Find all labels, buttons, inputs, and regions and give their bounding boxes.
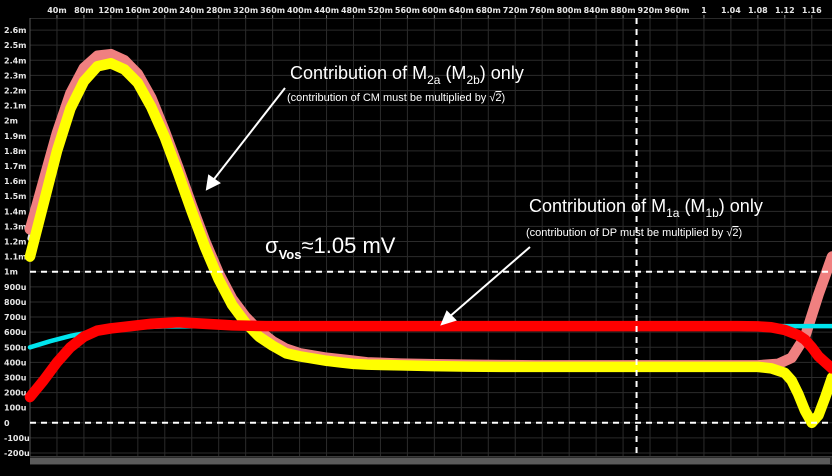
y-tick-label: 1.5m: [4, 192, 27, 201]
y-tick-label: 1.6m: [4, 177, 27, 186]
y-tick-label: 2.3m: [4, 71, 27, 80]
y-tick-label: 1.2m: [4, 238, 27, 247]
y-tick-label: 600u: [4, 328, 27, 337]
y-tick-label: 0: [4, 419, 10, 428]
arrow-m1: [447, 246, 531, 319]
y-tick-label: 1.1m: [4, 253, 27, 262]
y-tick-label: 700u: [4, 313, 27, 322]
x-tick-label: 800m: [557, 6, 582, 15]
x-tick-label: 200m: [152, 6, 177, 15]
x-tick-label: 40m: [47, 6, 66, 15]
x-tick-label: 920m: [638, 6, 663, 15]
annotation-arrows: [205, 87, 531, 326]
x-tick-band: [0, 0, 832, 18]
x-tick-label: 1: [701, 6, 707, 15]
x-tick-label: 480m: [341, 6, 366, 15]
x-tick-label: 640m: [449, 6, 474, 15]
x-tick-label: 680m: [476, 6, 501, 15]
y-tick-label: 1.7m: [4, 162, 27, 171]
arrow-m2: [210, 87, 286, 184]
cursor-markers[interactable]: [30, 18, 832, 456]
y-tick-label: -200u: [4, 449, 30, 458]
y-tick-label: 200u: [4, 389, 27, 398]
x-tick-label: 560m: [395, 6, 420, 15]
y-tick-label: 100u: [4, 404, 27, 413]
x-tick-label: 600m: [422, 6, 447, 15]
x-tick-label: 320m: [233, 6, 258, 15]
annotation-m2-title: Contribution of M2a (M2b) only: [290, 63, 524, 87]
x-tick-label: 240m: [179, 6, 204, 15]
x-tick-label: 1.16: [802, 6, 822, 15]
x-tick-label: 840m: [584, 6, 609, 15]
y-tick-label: 900u: [4, 283, 27, 292]
x-tick-label: 360m: [260, 6, 285, 15]
y-tick-label: 2.2m: [4, 86, 27, 95]
x-tick-label: 400m: [287, 6, 312, 15]
y-tick-label: 1.4m: [4, 207, 27, 216]
y-tick-label: 1m: [4, 268, 18, 277]
x-axis-ticks: 40m 80m 120m 160m 200m 240m 280m 320m 360m 400m 44…: [0, 0, 832, 18]
x-tick-label: 880m: [611, 6, 636, 15]
y-tick-label: 1.8m: [4, 147, 27, 156]
y-tick-label: 300u: [4, 373, 27, 382]
y-tick-label: 400u: [4, 358, 27, 367]
annotation-m1-note: (contribution of DP must be multiplied b…: [526, 227, 742, 239]
grid: [29, 17, 832, 456]
annotation-m2-note: (contribution of CM must be multiplied b…: [287, 92, 505, 104]
y-tick-label: 2.5m: [4, 41, 27, 50]
y-tick-label: 2.6m: [4, 26, 27, 35]
y-tick-label: 500u: [4, 343, 27, 352]
x-tick-label: 1.04: [721, 6, 741, 15]
x-tick-label: 1.08: [748, 6, 768, 15]
series-band-4: [24, 317, 832, 403]
x-tick-label: 720m: [503, 6, 528, 15]
sigma-vos-label: σVos≈1.05 mV: [265, 233, 396, 262]
y-tick-label: 800u: [4, 298, 27, 307]
x-tick-label: 520m: [368, 6, 393, 15]
annotation-m1-title: Contribution of M1a (M1b) only: [529, 196, 763, 220]
series-band-2: [24, 58, 832, 429]
x-tick-label: 760m: [530, 6, 555, 15]
x-tick-label: 960m: [664, 6, 689, 15]
scrollbar-thumb[interactable]: [30, 458, 830, 464]
arrow-m2-head: [205, 174, 221, 191]
series-bands: [24, 48, 832, 429]
horizontal-scrollbar[interactable]: [30, 456, 832, 465]
x-tick-label: 280m: [206, 6, 231, 15]
y-tick-label: 2m: [4, 117, 18, 126]
x-tick-label: 160m: [125, 6, 150, 15]
x-tick-label: 440m: [314, 6, 339, 15]
y-tick-label: -100u: [4, 434, 30, 443]
x-tick-label: 1.12: [775, 6, 795, 15]
y-tick-label: 2.1m: [4, 102, 27, 111]
arrow-m1-head: [440, 310, 457, 326]
y-tick-label: 1.9m: [4, 132, 27, 141]
y-tick-label: 2.4m: [4, 56, 27, 65]
x-tick-label: 120m: [98, 6, 123, 15]
y-tick-label: 1.3m: [4, 222, 27, 231]
x-tick-label: 80m: [74, 6, 93, 15]
y-axis-ticks: 2.6m 2.5m 2.4m 2.3m 2.2m 2.1m 2m 1.9m 1.8m 1.7m 1.…: [4, 26, 30, 458]
